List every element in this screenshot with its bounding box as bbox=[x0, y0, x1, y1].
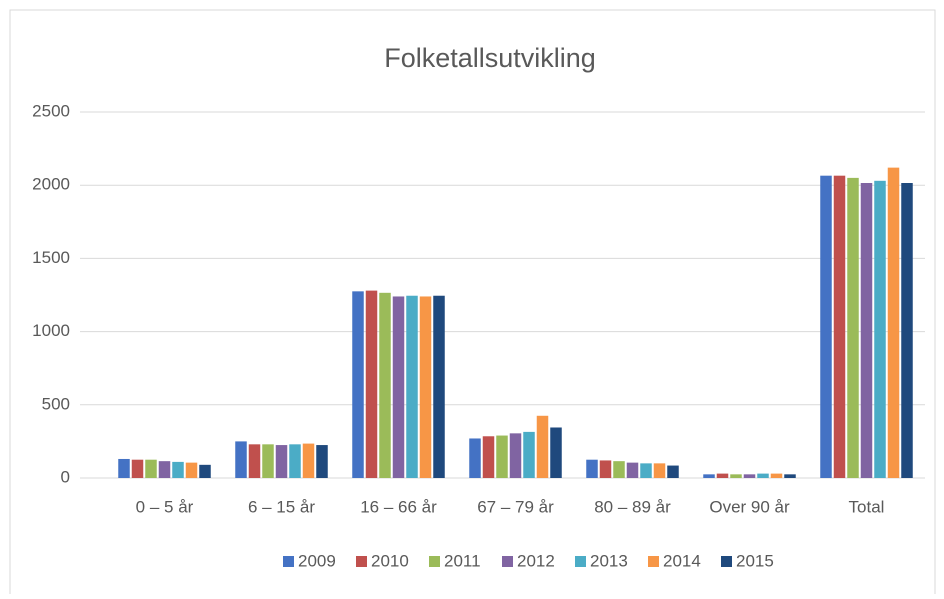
chart-title: Folketallsutvikling bbox=[384, 43, 596, 73]
bar bbox=[118, 458, 130, 478]
bar bbox=[482, 436, 495, 478]
bar bbox=[316, 445, 328, 478]
bar bbox=[509, 433, 522, 478]
bar bbox=[770, 473, 783, 478]
bar bbox=[833, 175, 846, 478]
bar bbox=[392, 296, 405, 478]
bar bbox=[743, 474, 756, 478]
bar bbox=[599, 460, 612, 478]
x-tick-label: 16 – 66 år bbox=[360, 497, 437, 516]
legend-label: 2013 bbox=[590, 551, 628, 570]
bar bbox=[901, 183, 913, 478]
bar bbox=[131, 459, 144, 478]
y-tick-label: 0 bbox=[61, 467, 70, 486]
chart-border bbox=[9, 9, 936, 599]
bar bbox=[145, 459, 157, 478]
y-tick-label: 1500 bbox=[32, 248, 70, 267]
legend-swatch bbox=[502, 556, 513, 567]
bar bbox=[550, 427, 562, 478]
legend-swatch bbox=[283, 556, 294, 567]
legend-swatch bbox=[429, 556, 440, 567]
bar bbox=[248, 444, 261, 478]
bar bbox=[536, 415, 549, 478]
bar bbox=[275, 445, 288, 478]
x-tick-label: Total bbox=[849, 497, 885, 516]
bar bbox=[847, 177, 859, 478]
bar bbox=[469, 438, 481, 478]
legend-label: 2010 bbox=[371, 551, 409, 570]
bar bbox=[289, 444, 301, 478]
bar bbox=[887, 167, 900, 478]
bar bbox=[352, 291, 364, 478]
bar bbox=[158, 461, 171, 478]
legend-swatch bbox=[648, 556, 659, 567]
legend-swatch bbox=[356, 556, 367, 567]
y-tick-label: 2000 bbox=[32, 175, 70, 194]
bar bbox=[172, 461, 184, 478]
x-tick-label: 80 – 89 år bbox=[594, 497, 671, 516]
bar bbox=[757, 473, 769, 478]
bar bbox=[730, 474, 742, 478]
bar bbox=[419, 296, 432, 478]
legend-swatch bbox=[575, 556, 586, 567]
bar bbox=[784, 474, 796, 478]
bar bbox=[302, 443, 315, 478]
bar bbox=[667, 465, 679, 478]
y-tick-label: 2500 bbox=[32, 101, 70, 120]
bar bbox=[523, 431, 535, 478]
legend-label: 2012 bbox=[517, 551, 555, 570]
bar bbox=[716, 473, 729, 478]
y-tick-label: 500 bbox=[42, 394, 70, 413]
legend-label: 2009 bbox=[298, 551, 336, 570]
y-tick-label: 1000 bbox=[32, 321, 70, 340]
bar bbox=[626, 462, 639, 478]
x-tick-label: 6 – 15 år bbox=[248, 497, 315, 516]
bar bbox=[262, 444, 274, 478]
x-tick-label: 67 – 79 år bbox=[477, 497, 554, 516]
bar bbox=[653, 463, 666, 478]
bar bbox=[820, 175, 832, 478]
legend-swatch bbox=[721, 556, 732, 567]
bar bbox=[185, 462, 198, 478]
bar bbox=[613, 461, 625, 478]
bar bbox=[379, 292, 391, 478]
legend-label: 2011 bbox=[444, 551, 481, 570]
legend-label: 2015 bbox=[736, 551, 774, 570]
legend-label: 2014 bbox=[663, 551, 701, 570]
bar bbox=[874, 180, 886, 479]
bar bbox=[496, 435, 508, 478]
bar bbox=[365, 290, 378, 478]
bar bbox=[703, 474, 715, 478]
bar bbox=[433, 295, 445, 478]
bar bbox=[640, 463, 652, 478]
bar bbox=[406, 295, 418, 478]
bar bbox=[199, 464, 211, 478]
bar bbox=[235, 441, 247, 478]
x-tick-label: 0 – 5 år bbox=[136, 497, 194, 516]
x-tick-label: Over 90 år bbox=[709, 497, 790, 516]
bar bbox=[860, 183, 873, 478]
bar bbox=[586, 459, 598, 478]
